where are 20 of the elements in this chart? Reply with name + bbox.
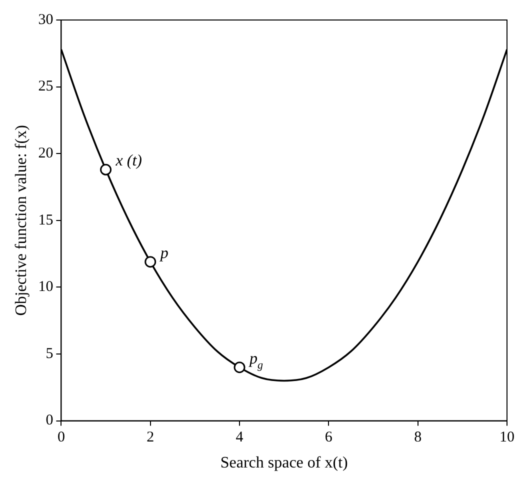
y-axis-title: Objective function value: f(x)	[12, 125, 30, 316]
y-tick-label: 30	[38, 12, 54, 28]
y-tick-label: 25	[38, 78, 54, 95]
x-tick-label: 8	[414, 430, 422, 446]
annotation: p	[159, 244, 168, 262]
y-tick-label: 0	[46, 412, 54, 429]
y-tick-label: 10	[38, 279, 54, 296]
y-tick-label: 5	[46, 346, 54, 362]
point	[234, 362, 246, 374]
annotation: x (t)	[114, 152, 142, 170]
x-tick-label: 6	[324, 430, 333, 446]
x-tick-label: 0	[57, 430, 65, 446]
y-tick-label: 20	[38, 146, 54, 162]
point	[144, 256, 156, 268]
x-tick-label: 4	[236, 430, 244, 446]
point	[100, 164, 112, 176]
x-tick-label: 10	[500, 430, 514, 446]
x-axis-title: Search space of x(t)	[220, 454, 348, 472]
x-tick-label: 2	[146, 430, 154, 446]
y-tick-label: 15	[38, 212, 54, 228]
